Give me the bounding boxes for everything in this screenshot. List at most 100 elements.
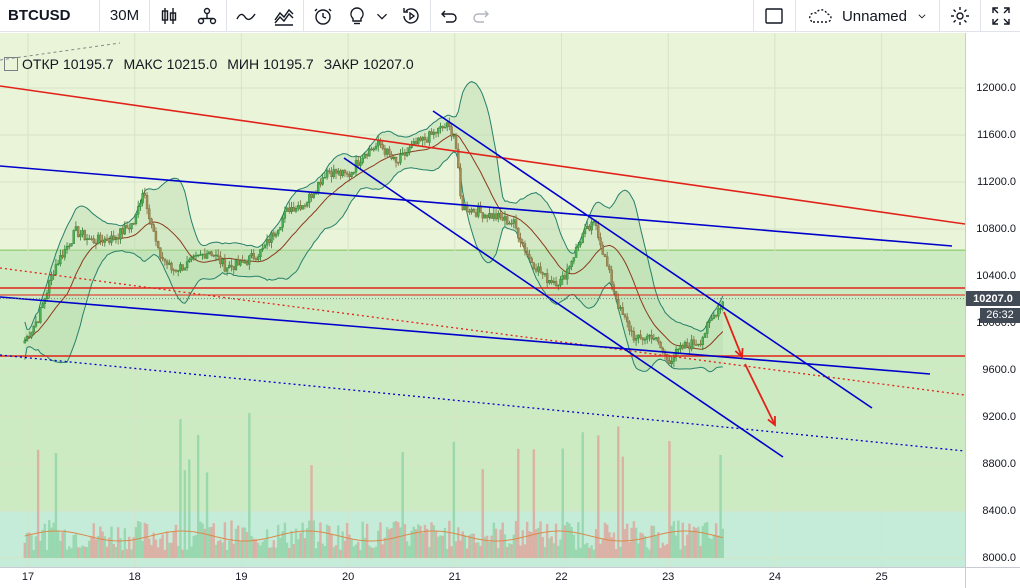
low-value: 10195.7 (263, 56, 314, 72)
volume-bar (76, 547, 80, 558)
compare-icon[interactable] (265, 0, 303, 32)
volume-bar (450, 546, 453, 558)
candle-body (159, 247, 162, 258)
volume-bar (703, 522, 707, 558)
idea-icon[interactable] (342, 0, 372, 32)
volume-bar (499, 529, 502, 558)
replay-icon[interactable] (392, 0, 430, 32)
alert-icon[interactable] (304, 0, 342, 32)
candle-body (485, 214, 489, 218)
candle-body (165, 260, 169, 265)
indicators-icon[interactable] (188, 0, 226, 32)
volume-bar (81, 545, 84, 558)
volume-bar (325, 524, 329, 558)
blue-upper-trendline[interactable] (0, 165, 953, 247)
red-arrow-1[interactable] (723, 311, 744, 359)
volume-bar (121, 549, 124, 558)
close-value: 10207.0 (363, 56, 414, 72)
volume-bar (125, 549, 129, 558)
candle-body (379, 140, 382, 145)
candle-body (399, 154, 402, 163)
fullscreen-square-icon[interactable] (752, 0, 795, 32)
candle-body (303, 205, 307, 207)
volume-bar (228, 540, 231, 558)
candle-body (628, 321, 631, 331)
candle-body (383, 148, 387, 155)
volume-bar (323, 545, 327, 558)
candle-body (34, 321, 38, 327)
volume-bar (94, 539, 98, 558)
volume-bar (52, 522, 55, 558)
candle-body (563, 275, 567, 280)
blue-lower-trendline[interactable] (0, 296, 931, 375)
candle-body (572, 257, 576, 262)
volume-bar (472, 533, 476, 558)
volume-bar (88, 540, 91, 558)
layout-menu[interactable]: Unnamed (794, 0, 940, 32)
candle-body (425, 139, 429, 143)
candle-body (96, 234, 100, 245)
expand-icon[interactable] (980, 0, 1020, 32)
candle-body (481, 212, 484, 219)
time-axis[interactable]: 17 18 19 20 21 22 23 24 25 (0, 567, 965, 588)
candle-body (508, 223, 511, 225)
drawing-tools[interactable] (0, 42, 965, 458)
candle-body (503, 216, 507, 221)
candle-body (277, 229, 280, 235)
red-trendline[interactable] (0, 85, 965, 225)
settings-icon[interactable] (940, 0, 980, 32)
candle-body (341, 169, 344, 176)
open-value: 10195.7 (62, 56, 114, 72)
red-arrow-2[interactable] (744, 363, 776, 427)
candle-body (494, 213, 498, 220)
candle-body (414, 141, 418, 145)
candle-body (105, 238, 109, 242)
candle-body (610, 269, 613, 285)
blue-dotted-trendline[interactable] (0, 354, 965, 452)
price-chart[interactable] (0, 33, 965, 567)
volume-bar (448, 520, 451, 558)
candle-body (608, 266, 611, 271)
blue-channel-bottom[interactable] (343, 157, 784, 458)
volume-bar (692, 526, 696, 558)
candle-body (239, 260, 242, 266)
volume-bar (41, 529, 44, 558)
volume-bar (521, 530, 524, 558)
legend-collapse-icon[interactable] (4, 57, 18, 71)
bollinger-fill (24, 81, 723, 372)
grey-dashed-line[interactable] (0, 42, 121, 61)
volume-bar (205, 472, 209, 558)
volume-bar (339, 549, 342, 558)
volume-bar (176, 545, 180, 558)
line-tool-icon[interactable] (227, 0, 265, 32)
candle-body (490, 213, 493, 219)
blue-channel-top[interactable] (432, 110, 873, 409)
undo-icon[interactable] (431, 0, 465, 32)
symbol-search-button[interactable]: BTCUSD (0, 0, 100, 32)
redo-icon[interactable] (465, 0, 499, 32)
red-dotted-trendline[interactable] (0, 267, 965, 396)
interval-button[interactable]: 30M (100, 0, 150, 32)
candle-body (285, 207, 289, 212)
candle-body (181, 264, 184, 271)
chart-pane[interactable] (0, 33, 965, 567)
candle-body (479, 206, 482, 213)
low-label: МИН (227, 56, 260, 72)
candle-body (403, 152, 407, 156)
volume-bar (419, 526, 422, 558)
candle-body (606, 256, 609, 267)
dropdown-icon[interactable] (372, 0, 392, 32)
candle-body (312, 193, 315, 198)
volume-bar (697, 526, 700, 558)
candles-icon[interactable] (150, 0, 188, 32)
candle-body (603, 254, 607, 257)
volume-bar (165, 531, 169, 558)
volume-bar (423, 524, 427, 558)
candle-body (619, 307, 622, 309)
volume-bar (385, 527, 389, 558)
bollinger-lower (24, 151, 723, 373)
close-label: ЗАКР (323, 56, 360, 72)
candle-body (230, 264, 233, 267)
price-axis-label: 12000.0 (976, 82, 1016, 94)
volume-bar (479, 545, 482, 558)
